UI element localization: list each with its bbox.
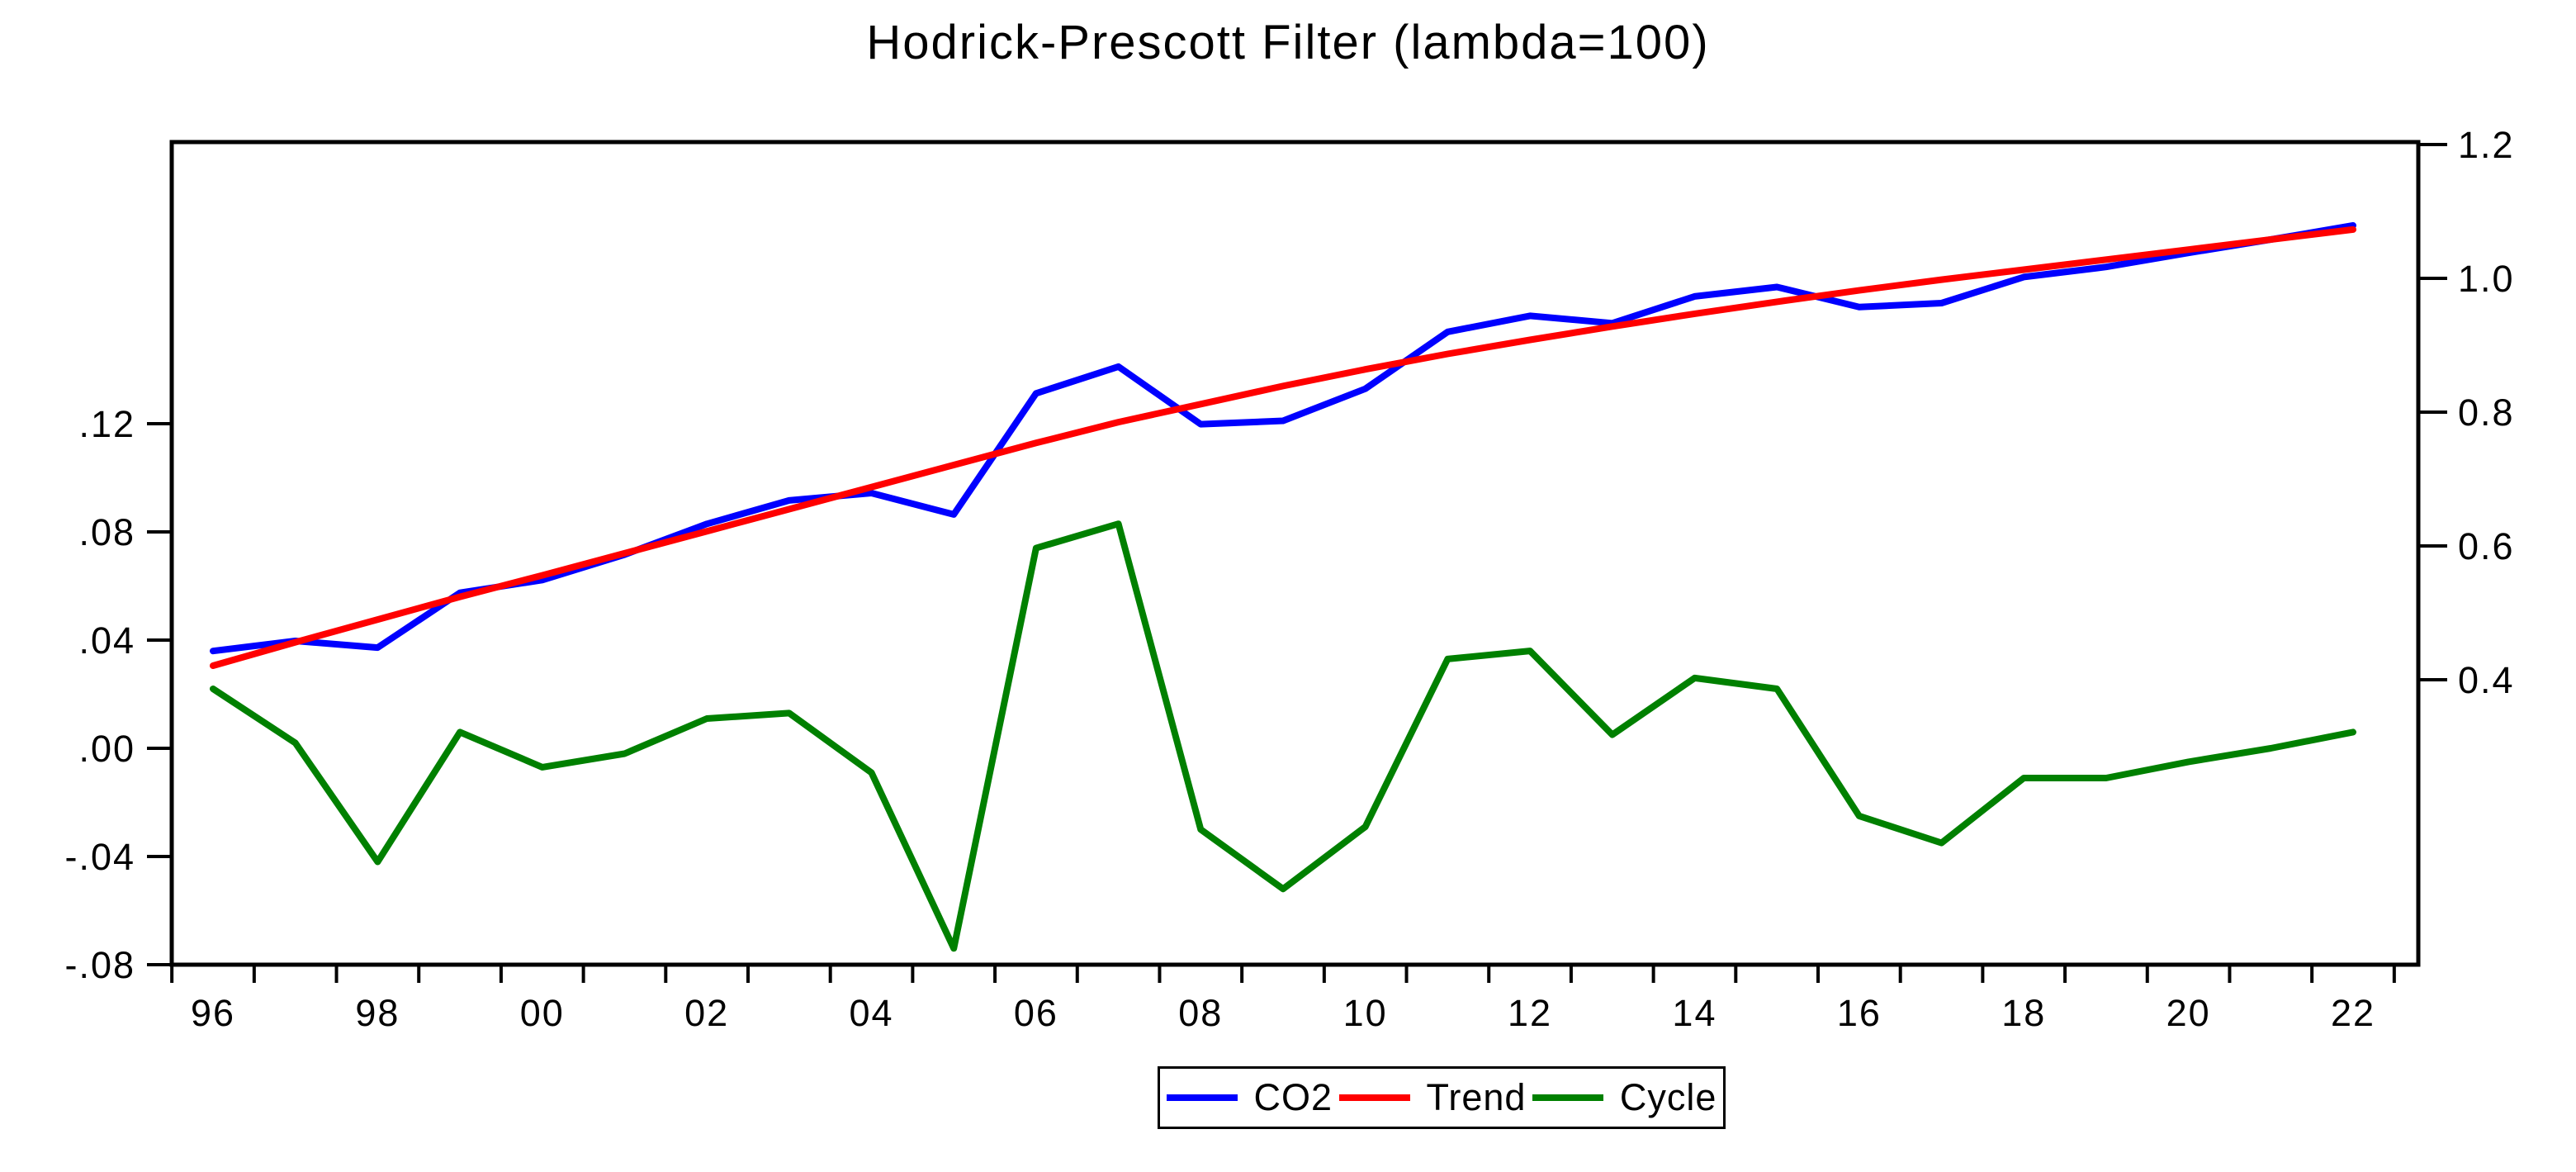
right-axis-tick-label: 1.2: [2458, 124, 2515, 166]
right-axis-tick-label: 0.4: [2458, 659, 2515, 701]
plot-frame: [169, 140, 2421, 967]
left-axis-tick-label: .12: [78, 403, 135, 445]
x-tick-label: 98: [355, 992, 400, 1034]
right-axis-tick-label: 1.0: [2458, 258, 2515, 300]
x-tick-label: 16: [1837, 992, 1882, 1034]
x-axis-ticks: [170, 965, 2396, 983]
x-axis-labels: 96 98 00 02 04 06 08 10 12 14 16 18 20 22: [191, 992, 2375, 1034]
x-tick-label: 08: [1178, 992, 1223, 1034]
x-tick-label: 18: [2001, 992, 2046, 1034]
left-axis-tick-label: -.04: [64, 836, 135, 878]
legend-item-trend: Trend: [1338, 1076, 1527, 1119]
legend-label-trend: Trend: [1426, 1076, 1527, 1118]
legend-label-co2: CO2: [1253, 1076, 1333, 1118]
left-axis: .12 .08 .04 .00 -.04 -.08: [64, 403, 172, 986]
legend-item-co2: CO2: [1166, 1076, 1333, 1119]
left-axis-tick-label: .00: [78, 728, 135, 770]
trend-line-swatch: [1338, 1094, 1410, 1101]
x-tick-label: 20: [2166, 992, 2211, 1034]
chart-title: Hodrick-Prescott Filter (lambda=100): [866, 16, 1710, 69]
cycle-line: [210, 520, 2356, 952]
x-tick-label: 12: [1508, 992, 1552, 1034]
x-tick-label: 02: [684, 992, 729, 1034]
x-tick-label: 14: [1672, 992, 1717, 1034]
legend-item-cycle: Cycle: [1532, 1076, 1717, 1119]
trend-line: [210, 225, 2356, 669]
left-axis-tick-label: -.08: [64, 944, 135, 986]
left-axis-tick-label: .08: [78, 511, 135, 553]
x-tick-label: 10: [1343, 992, 1388, 1034]
x-tick-label: 04: [850, 992, 894, 1034]
co2-line-swatch: [1166, 1094, 1238, 1101]
x-tick-label: 22: [2331, 992, 2375, 1034]
x-tick-label: 96: [191, 992, 235, 1034]
right-axis-tick-label: 0.6: [2458, 525, 2515, 567]
co2-line: [210, 222, 2356, 655]
left-axis-tick-label: .04: [78, 619, 135, 662]
right-axis-tick-label: 0.8: [2458, 391, 2515, 434]
x-tick-label: 00: [520, 992, 565, 1034]
legend-label-cycle: Cycle: [1619, 1076, 1717, 1118]
right-axis: 1.2 1.0 0.8 0.6 0.4: [2418, 124, 2515, 701]
chart-legend: CO2 Trend Cycle: [1158, 1066, 1726, 1129]
cycle-line-swatch: [1532, 1094, 1603, 1101]
x-tick-label: 06: [1014, 992, 1058, 1034]
